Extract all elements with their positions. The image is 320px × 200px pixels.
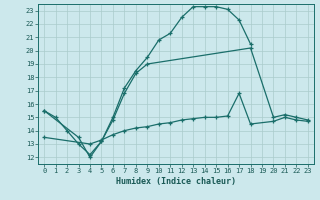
X-axis label: Humidex (Indice chaleur): Humidex (Indice chaleur) [116,177,236,186]
